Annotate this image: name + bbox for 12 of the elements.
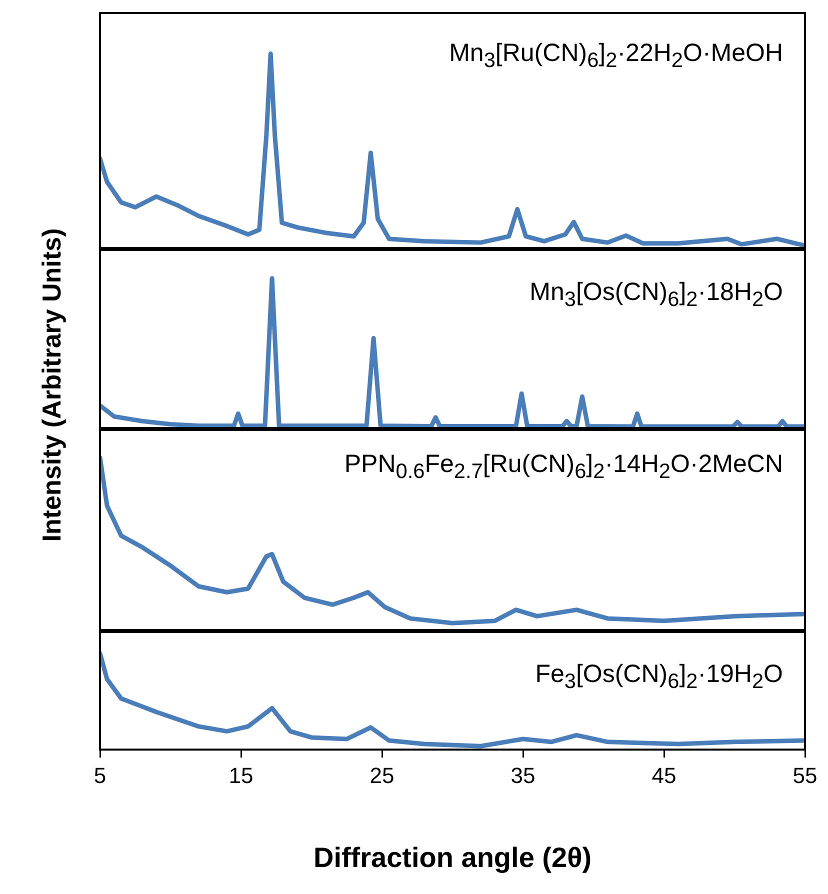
chart-title: PPN$_{0.6}$Fe$_{2.7}$[Ru(CN)$_{6}$]$_{2}$·14H$_{2}$O·2MeCN [344,450,783,483]
y-axis-title: Intensity (Arbitrary Units) [36,228,68,542]
x-tick-label: 25 [370,762,394,788]
chart-title: Mn$_{3}$[Os(CN)$_{6}$]$_{2}$·18H$_{2}$O [530,278,783,311]
x-tick-label: 55 [792,762,818,788]
x-tick-label: 35 [510,762,536,788]
chart-title: Fe$_{3}$[Os(CN)$_{6}$]$_{2}$·19H$_{2}$O [535,660,783,693]
x-tick-label: 45 [652,762,676,788]
chart-title: Mn$_{3}$[Ru(CN)$_{6}$]$_{2}$·22H$_{2}$O·MeOH [449,39,783,72]
x-axis-title: Diffraction angle (2θ) [313,842,592,874]
x-tick-label: 5 [94,762,106,788]
x-tick-label: 15 [228,762,254,788]
